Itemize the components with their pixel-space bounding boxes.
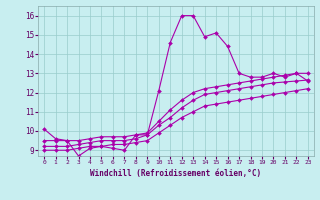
X-axis label: Windchill (Refroidissement éolien,°C): Windchill (Refroidissement éolien,°C)	[91, 169, 261, 178]
